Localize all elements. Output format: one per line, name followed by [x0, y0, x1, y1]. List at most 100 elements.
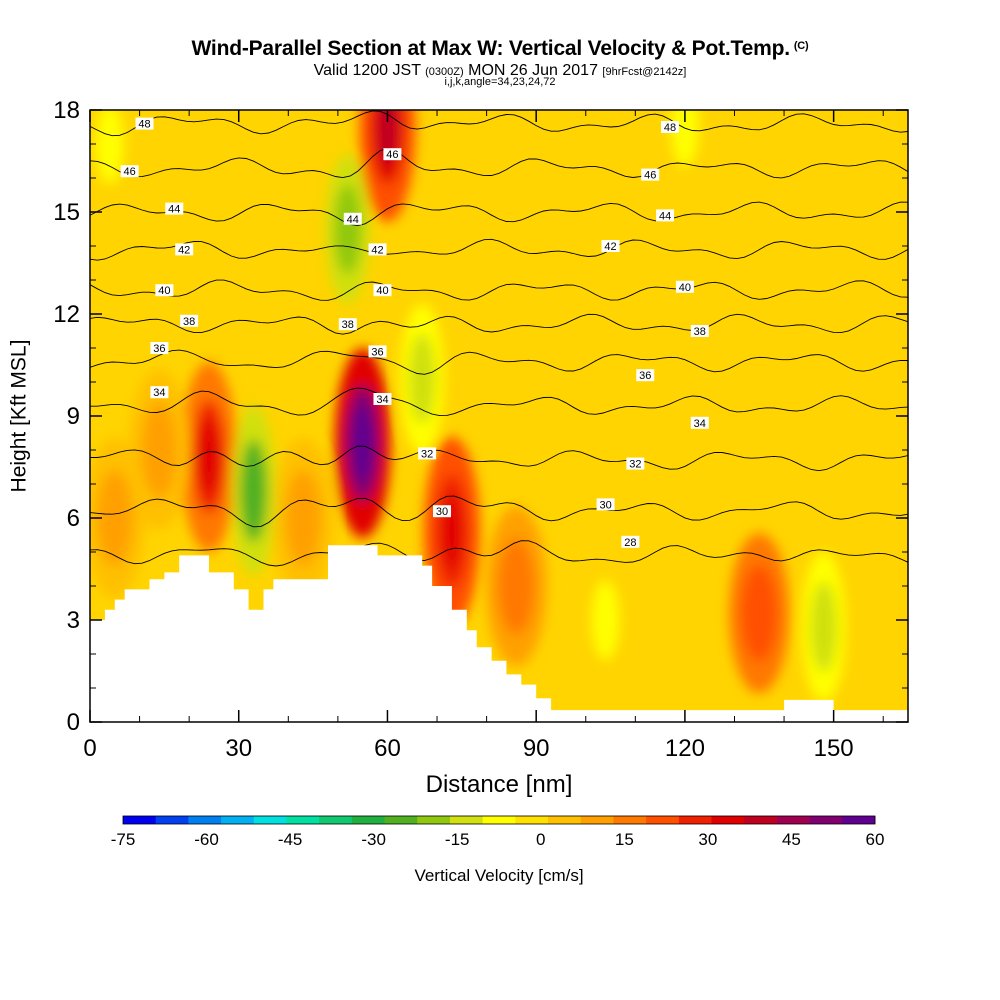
contour-label: 40 — [675, 280, 694, 294]
contour-label: 44 — [343, 212, 362, 226]
colorbar-swatch — [809, 816, 843, 824]
velocity-cell-core — [141, 402, 178, 498]
svg-text:42: 42 — [178, 244, 190, 256]
colorbar-tick-label: 15 — [615, 830, 634, 849]
velocity-cell-core — [285, 470, 322, 566]
x-tick-label: 30 — [225, 735, 252, 762]
velocity-cell-core — [101, 120, 119, 168]
svg-text:46: 46 — [644, 170, 656, 182]
colorbar-swatch — [384, 816, 418, 824]
colorbar-swatch — [123, 816, 157, 824]
theta-contour-44 — [90, 201, 908, 227]
velocity-cell-peak — [199, 418, 219, 495]
contour-labels: 48 46 44 42 40 38 36 34 48 46 46 44 44 42 42 40 40 38 38 36… — [120, 117, 709, 549]
y-tick-label: 6 — [67, 505, 80, 532]
theta-contour-48 — [90, 110, 908, 137]
contour-label: 34 — [690, 416, 709, 430]
svg-text:40: 40 — [376, 285, 388, 297]
theta-contour-46 — [90, 147, 908, 179]
chart-title: Wind-Parallel Section at Max W: Vertical… — [191, 37, 809, 60]
contour-label: 34 — [150, 386, 169, 399]
svg-text:28: 28 — [624, 537, 636, 549]
y-axis-label: Height [Kft MSL] — [8, 340, 31, 493]
colorbar-frame — [122, 815, 876, 825]
svg-text:36: 36 — [639, 370, 651, 382]
svg-text:38: 38 — [183, 316, 195, 328]
colorbar-tick-label: -30 — [361, 830, 386, 849]
potential-temperature-contours — [90, 110, 908, 567]
colorbar-swatch — [351, 816, 385, 824]
chart-subtitle: Valid 1200 JST (0300Z) MON 26 Jun 2017 [… — [313, 62, 687, 79]
x-tick-label: 90 — [523, 735, 550, 762]
contour-label: 46 — [641, 168, 660, 182]
colorbar-swatch — [580, 816, 614, 824]
contour-label: 40 — [155, 284, 174, 297]
svg-text:36: 36 — [371, 346, 383, 358]
x-tick-label: 60 — [374, 735, 401, 762]
colorbar-swatch — [221, 816, 255, 824]
velocity-cell-core — [334, 184, 361, 274]
contour-label: 44 — [165, 202, 184, 216]
contour-label: 38 — [690, 325, 709, 338]
theta-contour-42 — [90, 238, 908, 261]
colorbar-swatch — [678, 816, 712, 824]
contour-label: 28 — [621, 535, 640, 549]
colorbar-swatch — [842, 816, 876, 824]
svg-text:44: 44 — [659, 210, 671, 222]
colorbar-swatch — [319, 816, 353, 824]
svg-text:46: 46 — [386, 149, 398, 161]
velocity-cell-core — [597, 596, 614, 644]
svg-text:42: 42 — [371, 244, 383, 256]
velocity-cell-core — [240, 439, 267, 542]
y-tick-label: 15 — [53, 199, 80, 226]
colorbar-tick-label: -75 — [111, 830, 136, 849]
theta-contour-38 — [90, 313, 908, 335]
colorbar-tick-label: 0 — [536, 830, 545, 849]
grid-info: i,j,k,angle=34,23,24,72 — [444, 76, 556, 88]
contour-label: 46 — [120, 165, 139, 178]
svg-text:44: 44 — [347, 214, 359, 226]
svg-text:34: 34 — [694, 418, 706, 430]
contour-label: 32 — [418, 447, 437, 460]
svg-text:48: 48 — [664, 122, 676, 134]
y-tick-label: 18 — [53, 97, 80, 124]
contour-label: 40 — [373, 284, 392, 297]
colorbar-tick-label: -15 — [445, 830, 470, 849]
x-tick-label: 120 — [665, 735, 705, 762]
theta-contour-40 — [90, 279, 908, 301]
svg-text:44: 44 — [168, 204, 180, 216]
colorbar-tick-label: -60 — [194, 830, 219, 849]
colorbar-swatch — [776, 816, 811, 824]
contour-label: 46 — [383, 148, 402, 161]
velocity-cell-core — [408, 333, 436, 424]
contour-label: 48 — [661, 121, 680, 134]
colorbar-swatch — [646, 816, 680, 824]
colorbar-swatch — [286, 816, 320, 824]
contour-label: 42 — [368, 243, 387, 256]
contour-label: 42 — [601, 240, 620, 253]
x-tick-label: 0 — [83, 735, 96, 762]
y-tick-label: 3 — [67, 607, 80, 634]
svg-text:38: 38 — [694, 326, 706, 338]
contour-label: 30 — [432, 505, 451, 518]
colorbar-label: Vertical Velocity [cm/s] — [414, 866, 583, 885]
x-axis-label: Distance [nm] — [426, 771, 573, 798]
contour-label: 36 — [636, 369, 655, 382]
theta-contour-36 — [90, 349, 908, 375]
colorbar-swatch — [188, 816, 222, 824]
svg-text:32: 32 — [629, 459, 641, 471]
svg-text:32: 32 — [421, 448, 433, 460]
contour-label: 42 — [175, 243, 194, 256]
colorbar-swatch — [482, 816, 516, 824]
colorbar-swatch — [613, 816, 647, 824]
velocity-cell-core — [676, 110, 694, 151]
y-tick-label: 9 — [67, 403, 80, 430]
contour-label: 36 — [368, 345, 387, 358]
colorbar-swatch — [449, 816, 484, 824]
contour-label: 30 — [596, 498, 615, 511]
theta-contour-32 — [90, 445, 908, 472]
colorbar: -75 -60 -45 -30 -15 0 15 30 45 60 — [111, 815, 884, 849]
svg-text:40: 40 — [679, 282, 691, 294]
svg-text:30: 30 — [436, 506, 448, 518]
velocity-cell-core — [741, 565, 778, 662]
